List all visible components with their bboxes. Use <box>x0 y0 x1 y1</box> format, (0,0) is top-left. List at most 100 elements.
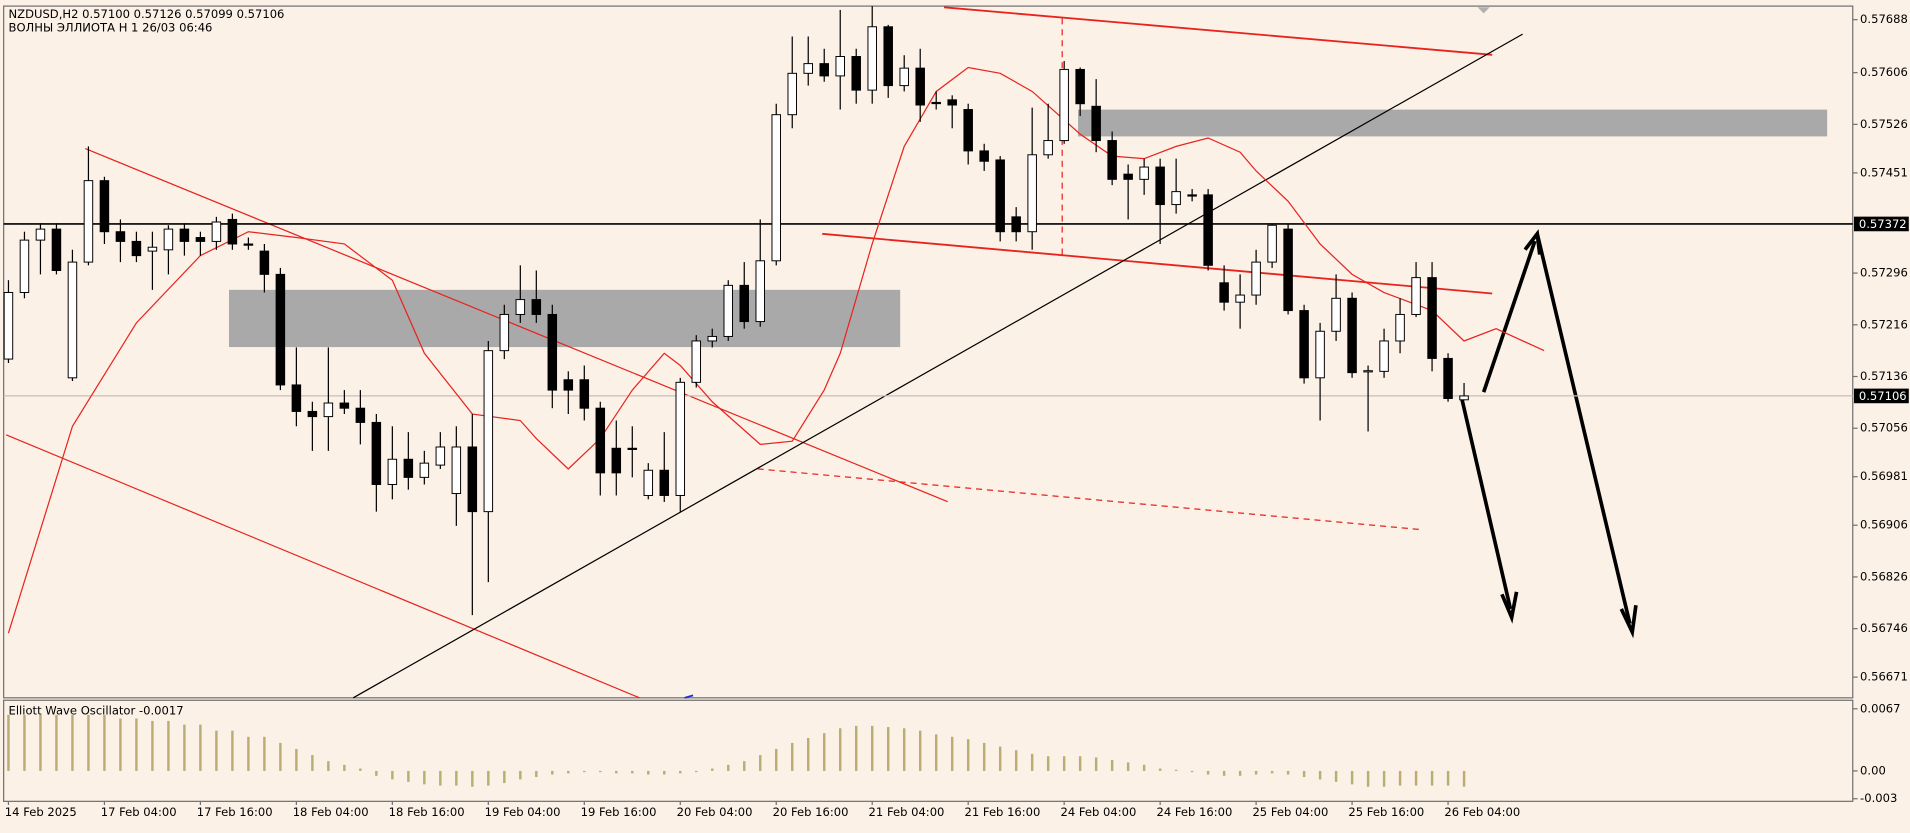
oscillator-bar <box>1174 769 1178 771</box>
oscillator-bar <box>151 720 154 771</box>
oscillator-bar <box>839 728 842 771</box>
oscillator-bar <box>902 728 906 771</box>
y-tick-label: -0.003 <box>1860 791 1897 805</box>
candle-body <box>451 446 462 495</box>
y-tick-label: 0.57688 <box>1860 12 1908 26</box>
oscillator-bar <box>487 770 490 786</box>
candle-body <box>819 63 829 77</box>
oscillator-bar <box>599 770 602 773</box>
candle-body <box>179 228 190 242</box>
oscillator-bar <box>503 770 506 784</box>
x-tick-label: 25 Feb 04:00 <box>1252 805 1328 819</box>
arrow <box>1459 397 1513 610</box>
oscillator-bar <box>311 755 314 771</box>
oscillator-bar <box>1126 762 1130 771</box>
candle-body <box>419 462 430 478</box>
candle-body <box>1219 282 1229 303</box>
candle-body <box>643 469 654 496</box>
oscillator-bar <box>391 770 394 780</box>
candle-body <box>515 299 526 315</box>
candle-body <box>1363 370 1373 373</box>
oscillator-bar <box>1430 770 1434 786</box>
oscillator-bar <box>535 770 538 778</box>
candle-body <box>1315 330 1325 379</box>
oscillator-bar <box>343 764 346 771</box>
oscillator-bar <box>1030 753 1034 771</box>
candle-body <box>1235 294 1245 303</box>
arrow-head <box>1500 591 1519 624</box>
candle-body <box>243 243 254 246</box>
trend-line <box>85 148 948 503</box>
oscillator-bar <box>775 748 778 771</box>
moving-average <box>7 66 1545 634</box>
oscillator-bar <box>886 727 890 771</box>
x-tick-label: 25 Feb 16:00 <box>1348 805 1424 819</box>
arrow <box>1481 240 1537 393</box>
oscillator-bar <box>551 770 554 775</box>
oscillator-bar <box>567 770 570 774</box>
oscillator-bar <box>519 770 522 780</box>
candle-body <box>307 410 318 418</box>
candle-body <box>691 340 702 383</box>
candle-body <box>883 26 893 87</box>
candle-body <box>1075 68 1085 105</box>
oscillator-bar <box>1222 770 1226 776</box>
oscillator-bar <box>1046 756 1050 771</box>
x-tick-label: 18 Feb 16:00 <box>389 805 465 819</box>
candle-body <box>1139 166 1149 180</box>
candle-body <box>387 458 398 485</box>
candle-body <box>1411 277 1421 315</box>
candle-body <box>1427 277 1437 359</box>
candle-body <box>1091 105 1101 142</box>
candle-body <box>563 379 574 391</box>
candle-body <box>579 379 590 409</box>
zone <box>229 289 901 348</box>
candle-body <box>339 402 350 409</box>
candle-body <box>1459 395 1469 401</box>
x-tick-label: 21 Feb 16:00 <box>965 805 1041 819</box>
y-tick-label: 0.57296 <box>1860 266 1908 280</box>
candle-body <box>1155 166 1165 206</box>
arrow-head <box>1619 605 1638 639</box>
oscillator-bar <box>359 768 362 771</box>
oscillator-bar <box>135 718 138 771</box>
trend-line <box>5 434 640 699</box>
header-indicator: ВОЛНЫ ЭЛЛИОТА H 1 26/03 06:46 <box>9 21 213 35</box>
candle-body <box>1299 310 1309 379</box>
x-tick-label: 20 Feb 16:00 <box>773 805 849 819</box>
candle-body <box>947 99 957 106</box>
marker <box>1477 7 1490 14</box>
price-label: 0.57372 <box>1859 217 1907 231</box>
candle-body <box>675 381 686 496</box>
oscillator-bar <box>870 725 874 771</box>
x-tick-label: 24 Feb 04:00 <box>1061 805 1137 819</box>
candle-body <box>1107 140 1117 180</box>
candle-body <box>739 284 750 323</box>
x-tick-label: 17 Feb 16:00 <box>197 805 273 819</box>
oscillator-bar <box>791 742 794 771</box>
candle-body <box>19 239 30 293</box>
oscillator-bar <box>647 770 650 775</box>
oscillator-bar <box>1254 770 1258 775</box>
y-tick-label: 0.56746 <box>1860 621 1908 635</box>
y-tick-label: 0.56981 <box>1860 469 1908 483</box>
oscillator-bar <box>1462 770 1466 787</box>
oscillator-bar <box>247 736 250 771</box>
oscillator-bar <box>1270 770 1274 774</box>
candle-body <box>83 180 94 263</box>
oscillator-bar <box>759 755 762 771</box>
oscillator-bar <box>743 761 746 771</box>
oscillator-bar <box>1286 770 1290 775</box>
candle-body <box>595 407 606 474</box>
oscillator-bar <box>855 725 858 771</box>
x-tick-label: 24 Feb 16:00 <box>1156 805 1232 819</box>
oscillator-bar <box>423 770 426 785</box>
marker <box>684 694 694 699</box>
oscillator-bar <box>71 714 74 771</box>
candle-body <box>659 469 670 496</box>
oscillator-title: Elliott Wave Oscillator -0.0017 <box>9 704 184 718</box>
candle-body <box>1331 297 1341 332</box>
x-tick-label: 19 Feb 16:00 <box>581 805 657 819</box>
oscillator-bar <box>966 739 970 771</box>
